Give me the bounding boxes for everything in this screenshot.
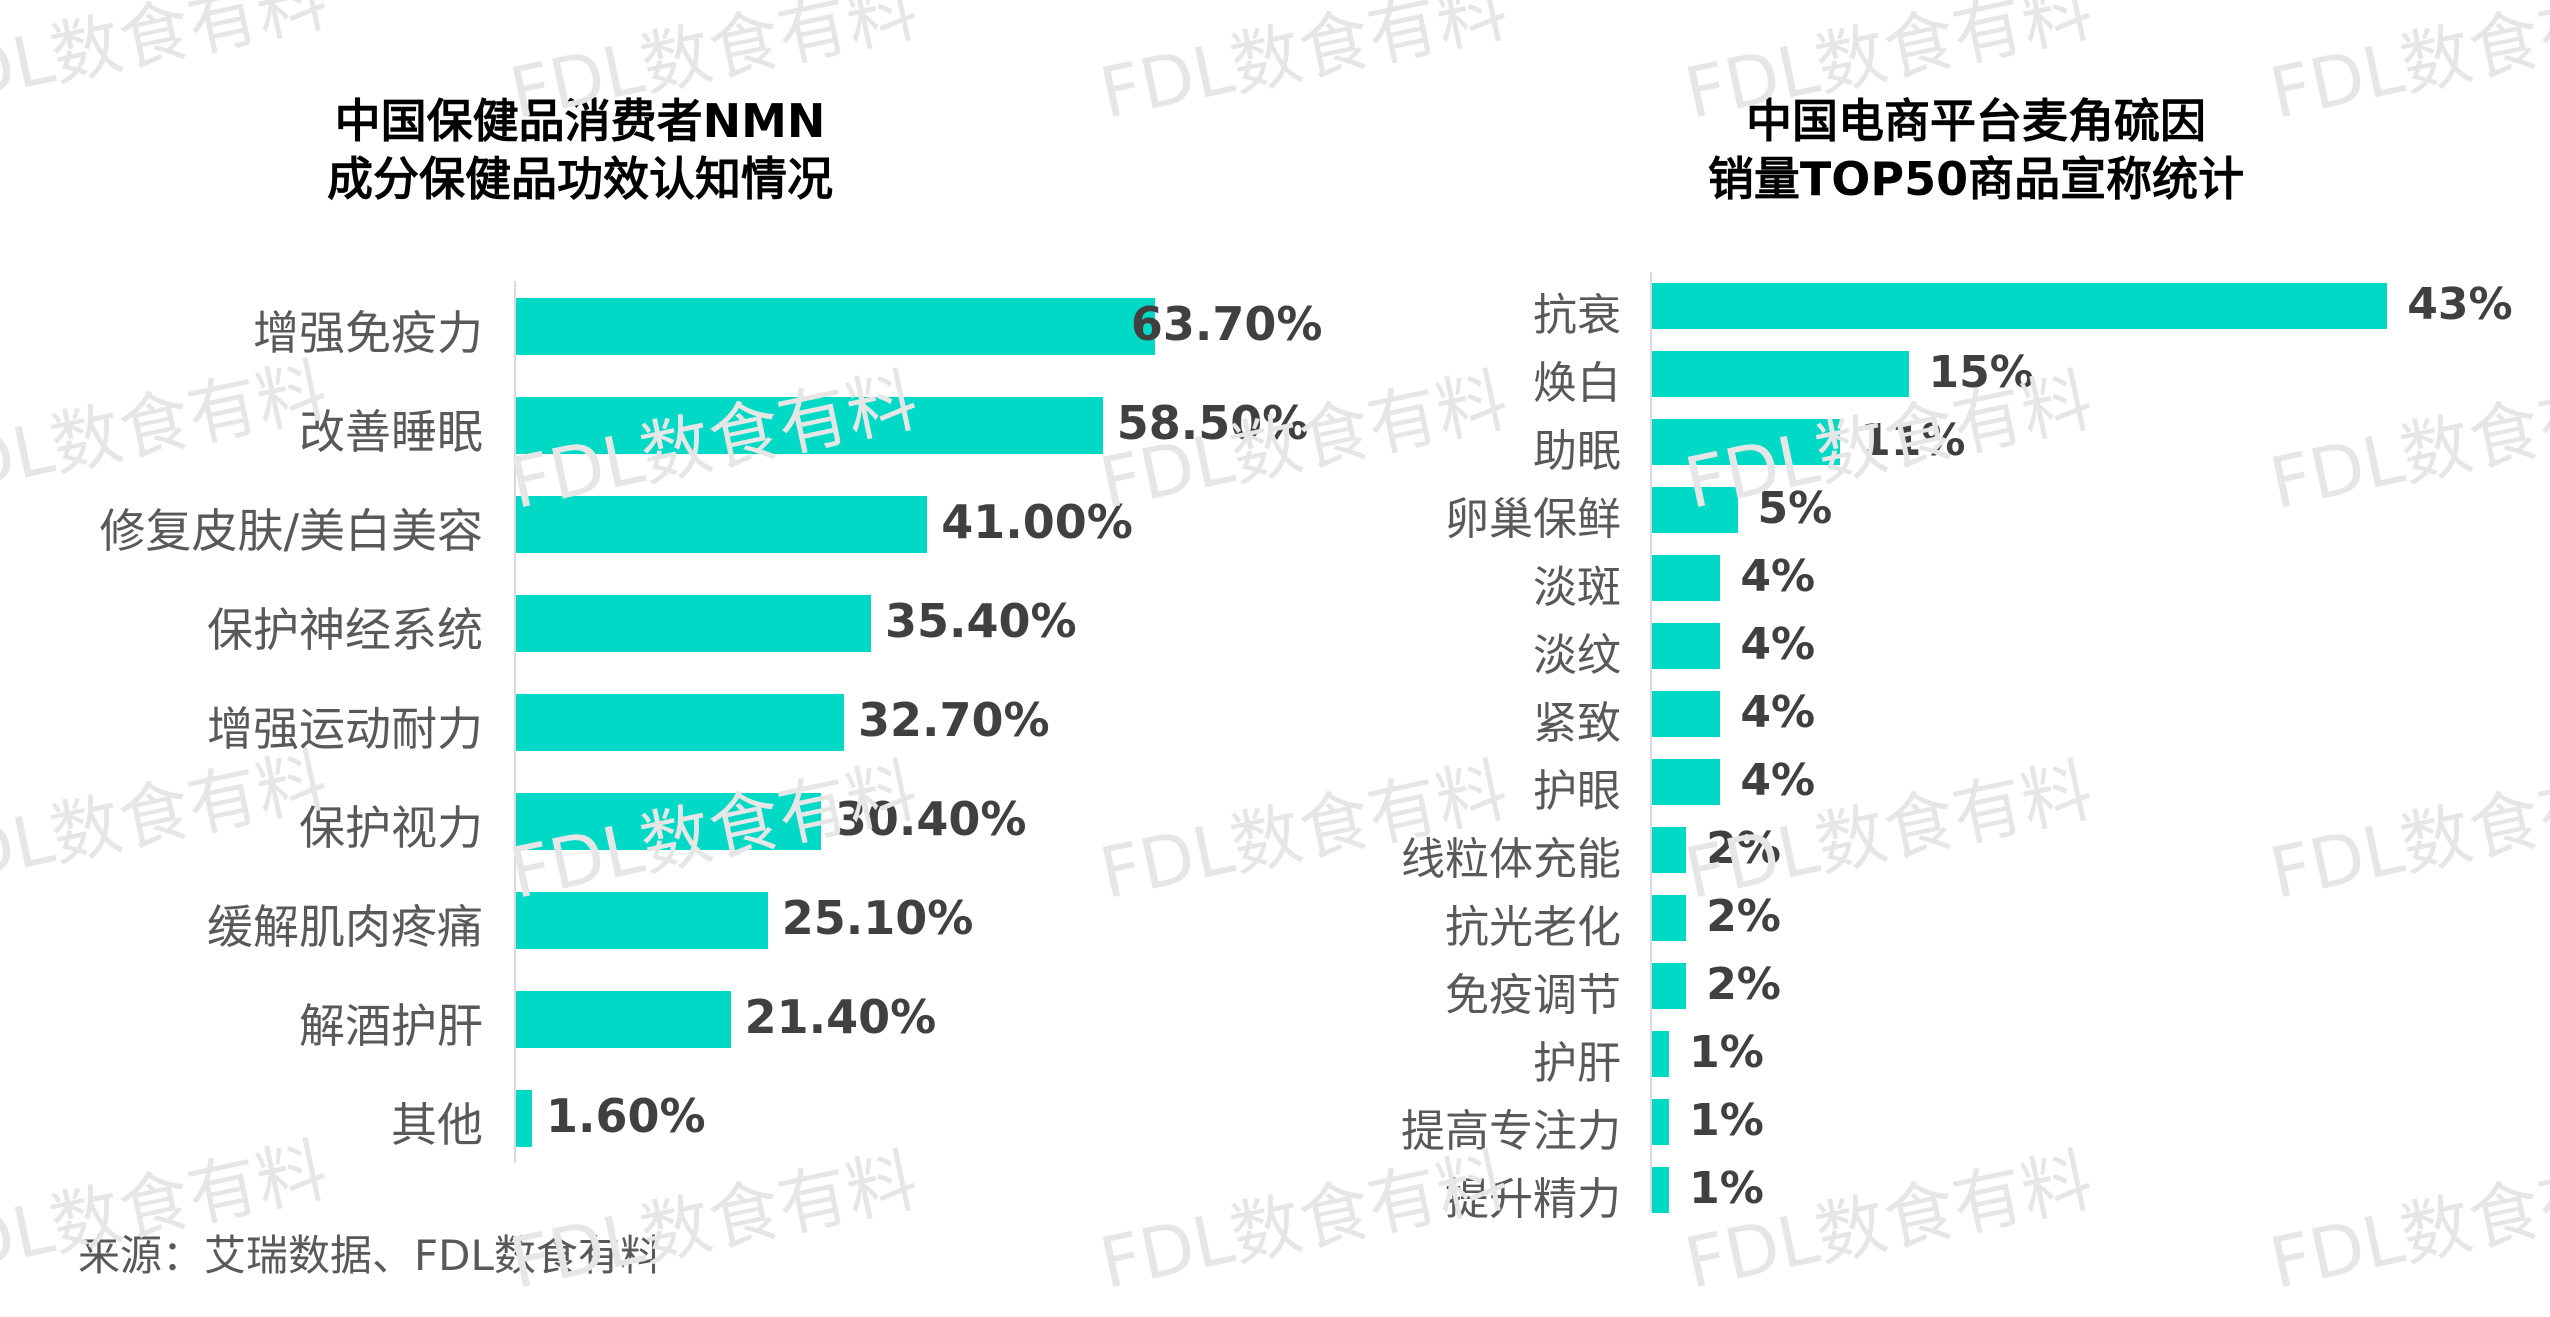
category-label: 其他 — [391, 1098, 483, 1153]
category-label: 紧致 — [1533, 697, 1621, 749]
category-label: 保护视力 — [299, 801, 483, 856]
category-axis-line — [1650, 272, 1652, 1211]
data-label: 35.40% — [885, 594, 1077, 649]
data-label: 15% — [1928, 346, 2034, 398]
source-note: 来源：艾瑞数据、FDL数食有料 — [78, 1231, 662, 1280]
category-label: 护眼 — [1533, 765, 1621, 817]
bar — [516, 297, 1155, 355]
bar — [1652, 1099, 1670, 1145]
category-label: 免疫调节 — [1445, 969, 1621, 1021]
data-label: 1.60% — [546, 1089, 706, 1144]
right-chart-title: 中国电商平台麦角硫因 销量TOP50商品宣称统计 — [1708, 92, 2244, 208]
data-label: 58.50% — [1116, 396, 1309, 451]
data-label: 63.70% — [1130, 297, 1323, 352]
category-label: 抗光老化 — [1445, 901, 1621, 953]
bar — [1652, 1167, 1670, 1213]
bar — [1652, 487, 1738, 533]
bar — [1652, 895, 1687, 941]
data-label: 11% — [1860, 414, 1966, 466]
bar — [516, 990, 731, 1048]
watermark-text: FDL数食有料 — [2263, 358, 2550, 525]
category-label: 淡斑 — [1533, 561, 1621, 613]
data-label: 2% — [1706, 890, 1781, 942]
watermark-text: FDL数食有料 — [2263, 748, 2550, 915]
left-title-line-2: 成分保健品功效认知情况 — [327, 152, 833, 206]
data-label: 1% — [1689, 1162, 1764, 1214]
data-label: 4% — [1740, 686, 1816, 738]
bar — [516, 891, 768, 949]
data-label: 4% — [1740, 618, 1816, 670]
bar — [1652, 691, 1721, 737]
data-label: 30.40% — [834, 792, 1027, 847]
bar — [1652, 623, 1721, 669]
data-label: 4% — [1740, 550, 1816, 602]
right-title-line-2: 销量TOP50商品宣称统计 — [1707, 152, 2245, 206]
bar — [516, 396, 1103, 454]
category-label: 护肝 — [1533, 1037, 1621, 1089]
bar — [516, 792, 821, 850]
category-label: 焕白 — [1533, 357, 1621, 409]
category-label: 提升精力 — [1445, 1173, 1621, 1225]
left-title-line-1: 中国保健品消费者NMN — [334, 94, 826, 148]
category-label: 改善睡眠 — [299, 405, 483, 460]
bar — [1652, 1031, 1670, 1077]
data-label: 2% — [1706, 822, 1781, 874]
right-title-line-1: 中国电商平台麦角硫因 — [1746, 94, 2206, 148]
bar — [516, 693, 844, 751]
data-label: 4% — [1740, 754, 1816, 806]
data-label: 32.70% — [857, 693, 1050, 748]
bar — [1652, 759, 1721, 805]
watermark-text: FDL数食有料 — [1678, 1138, 2100, 1305]
category-label: 卵巢保鲜 — [1445, 493, 1621, 545]
category-label: 线粒体充能 — [1401, 833, 1621, 885]
category-label: 提高专注力 — [1401, 1105, 1621, 1157]
bar — [1652, 555, 1721, 601]
category-label: 抗衰 — [1533, 289, 1621, 341]
watermark-text: FDL数食有料 — [2263, 1138, 2550, 1305]
bar — [516, 495, 928, 553]
category-axis-line — [514, 281, 516, 1163]
bar — [516, 1089, 533, 1147]
data-label: 1% — [1689, 1094, 1764, 1146]
bar — [1652, 351, 1909, 397]
category-label: 修复皮肤/美白美容 — [99, 504, 484, 559]
data-label: 2% — [1706, 958, 1781, 1010]
watermark-text: FDL数食有料 — [2263, 0, 2550, 135]
bar — [1652, 283, 2388, 329]
data-label: 5% — [1757, 482, 1833, 534]
category-label: 缓解肌肉疼痛 — [207, 900, 483, 955]
data-label: 21.40% — [744, 990, 937, 1045]
bar — [1652, 963, 1687, 1009]
category-label: 增强免疫力 — [253, 306, 483, 361]
category-label: 增强运动耐力 — [207, 702, 483, 757]
bar — [516, 594, 872, 652]
watermark-text: FDL数食有料 — [0, 0, 335, 125]
bar — [1652, 419, 1841, 465]
left-chart-title: 中国保健品消费者NMN 成分保健品功效认知情况 — [327, 92, 833, 208]
data-label: 43% — [2407, 278, 2513, 330]
category-label: 淡纹 — [1533, 629, 1621, 681]
category-label: 保护神经系统 — [207, 603, 483, 658]
category-label: 助眠 — [1533, 425, 1621, 477]
data-label: 1% — [1689, 1026, 1764, 1078]
watermark-text: FDL数食有料 — [1093, 0, 1515, 135]
bar — [1652, 827, 1687, 873]
data-label: 41.00% — [941, 495, 1133, 550]
category-label: 解酒护肝 — [299, 999, 483, 1054]
data-label: 25.10% — [781, 891, 974, 946]
